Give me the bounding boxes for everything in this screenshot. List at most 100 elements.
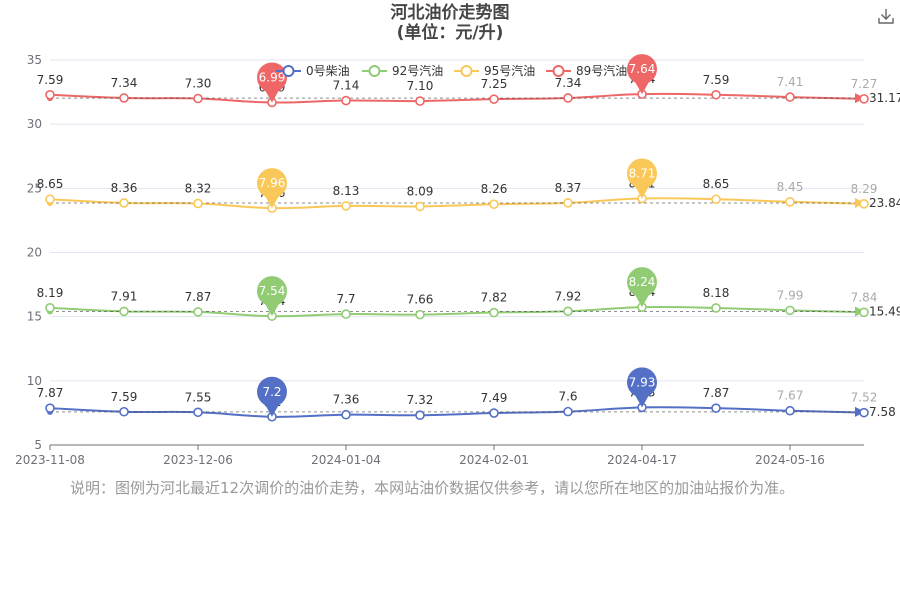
pin-head bbox=[627, 54, 657, 85]
y-tick-label: 20 bbox=[27, 246, 42, 260]
x-tick-label: 2024-01-04 bbox=[311, 453, 381, 467]
legend: 0号柴油 92号汽油 95号汽油 89号汽油 bbox=[276, 63, 627, 78]
data-label: 7.84 bbox=[851, 290, 878, 304]
data-point bbox=[193, 198, 203, 209]
x-tick-label: 2024-05-16 bbox=[755, 453, 825, 467]
pin-label: 7.96 bbox=[259, 176, 286, 190]
legend-label: 92号汽油 bbox=[392, 63, 443, 78]
data-point bbox=[711, 303, 721, 313]
y-tick-label: 35 bbox=[27, 53, 42, 67]
pin-tip bbox=[264, 302, 280, 317]
legend-item-3[interactable]: 89号汽油 bbox=[546, 63, 627, 78]
data-point bbox=[415, 96, 425, 106]
x-tick-label: 2023-12-06 bbox=[163, 453, 233, 467]
data-label: 8.18 bbox=[703, 286, 730, 300]
chart-title-line1: 河北油价走势图 bbox=[390, 3, 510, 23]
min-marker: 7.2 bbox=[257, 376, 287, 417]
data-label: 7.59 bbox=[111, 390, 138, 404]
pin-tip bbox=[264, 88, 280, 103]
pin-label: 6.99 bbox=[259, 70, 286, 84]
data-label: 8.29 bbox=[851, 182, 878, 196]
max-marker: 8.71 bbox=[627, 158, 657, 199]
data-label: 8.32 bbox=[185, 181, 212, 195]
y-tick-label: 10 bbox=[27, 374, 42, 388]
data-label: 7.67 bbox=[777, 389, 804, 403]
data-label: 8.65 bbox=[37, 177, 64, 191]
data-label: 7.55 bbox=[185, 390, 212, 404]
data-point bbox=[563, 406, 573, 417]
y-tick-label: 25 bbox=[27, 181, 42, 195]
data-label: 7.7 bbox=[336, 292, 355, 306]
pin-head bbox=[257, 62, 287, 93]
series-3: 31.177.597.347.306.997.147.107.257.347.6… bbox=[37, 72, 900, 108]
legend-label: 0号柴油 bbox=[306, 64, 350, 78]
legend-symbol bbox=[552, 65, 565, 77]
pin-tip bbox=[634, 184, 650, 199]
data-point bbox=[711, 403, 721, 413]
data-point bbox=[341, 409, 351, 420]
legend-item-0[interactable]: 0号柴油 bbox=[276, 64, 350, 78]
data-point bbox=[45, 89, 55, 100]
data-point bbox=[785, 92, 795, 102]
data-label: 7.87 bbox=[703, 386, 730, 400]
data-point bbox=[119, 306, 129, 317]
pin-head bbox=[627, 367, 657, 398]
download-icon[interactable] bbox=[876, 6, 896, 26]
average-label: 15.49 bbox=[869, 304, 900, 318]
data-point bbox=[415, 410, 425, 421]
data-label: 7.6 bbox=[558, 390, 577, 404]
pin-tip bbox=[634, 293, 650, 308]
data-point bbox=[785, 305, 795, 316]
data-label: 8.36 bbox=[111, 181, 138, 195]
data-label: 7.49 bbox=[481, 391, 508, 405]
y-tick-label: 15 bbox=[27, 310, 42, 324]
data-label: 7.92 bbox=[555, 289, 582, 303]
pin-head bbox=[257, 376, 287, 407]
data-point bbox=[119, 406, 129, 417]
data-label: 7.30 bbox=[185, 77, 212, 91]
series-layer: 7.58 7.87 7.59 7.55 7.2 7.36 7.32 7.49 7.6 7.93 7.… bbox=[37, 72, 900, 422]
min-marker: 7.54 bbox=[257, 276, 287, 317]
average-label: 23.84 bbox=[869, 196, 900, 210]
data-label: 7.14 bbox=[333, 79, 360, 93]
x-tick-label: 2024-04-17 bbox=[607, 453, 677, 467]
data-point bbox=[119, 93, 129, 103]
data-label: 7.34 bbox=[111, 76, 138, 90]
pin-tip bbox=[264, 402, 280, 417]
grid-layer bbox=[50, 59, 864, 382]
pin-head bbox=[627, 267, 657, 298]
data-label: 7.99 bbox=[777, 288, 804, 302]
data-point bbox=[193, 93, 203, 104]
data-label: 7.66 bbox=[407, 293, 434, 307]
legend-symbol bbox=[460, 65, 473, 77]
data-label: 8.13 bbox=[333, 184, 360, 198]
data-point bbox=[563, 93, 573, 103]
data-point bbox=[193, 307, 203, 317]
marker-layer: 7.93 7.2 8.24 7.54 8.71 7.96 7.64 6.99 bbox=[257, 54, 657, 417]
data-point bbox=[859, 307, 869, 318]
min-marker: 6.99 bbox=[257, 62, 287, 103]
pin-tip bbox=[264, 194, 280, 209]
data-point bbox=[193, 407, 203, 418]
min-marker: 7.96 bbox=[257, 168, 287, 209]
pin-label: 7.2 bbox=[262, 385, 281, 399]
average-label: 31.17 bbox=[869, 91, 900, 105]
max-marker: 7.64 bbox=[627, 54, 657, 95]
data-label: 8.45 bbox=[777, 180, 804, 194]
legend-symbol bbox=[282, 65, 295, 77]
data-label: 7.27 bbox=[851, 77, 878, 91]
data-label: 8.65 bbox=[703, 177, 730, 191]
data-point bbox=[45, 194, 55, 205]
pin-label: 8.71 bbox=[629, 166, 656, 180]
data-point bbox=[563, 306, 573, 317]
legend-item-2[interactable]: 95号汽油 bbox=[454, 63, 535, 78]
data-label: 7.10 bbox=[407, 79, 434, 93]
max-marker: 8.24 bbox=[627, 267, 657, 308]
data-point bbox=[415, 309, 425, 320]
data-point bbox=[859, 94, 869, 104]
pin-tip bbox=[634, 80, 650, 95]
chart-title-line2: (单位：元/升) bbox=[396, 23, 504, 43]
pin-tip bbox=[634, 393, 650, 408]
data-label: 7.91 bbox=[111, 289, 138, 303]
legend-item-1[interactable]: 92号汽油 bbox=[362, 63, 443, 78]
